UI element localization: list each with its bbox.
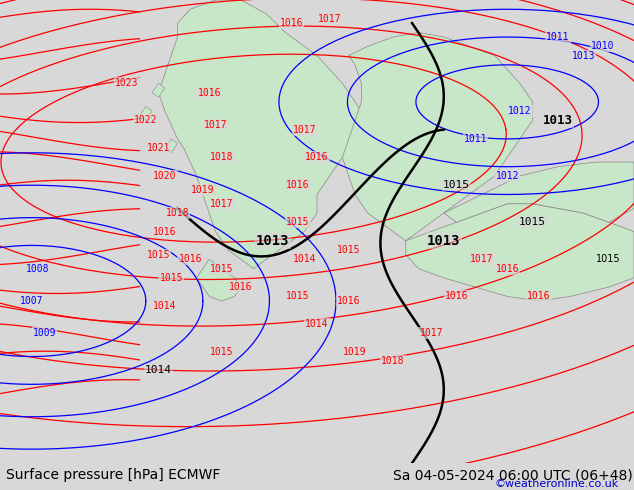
Text: 1012: 1012 [495,171,519,181]
Text: 1015: 1015 [286,217,310,227]
Text: 1015: 1015 [286,292,310,301]
Text: 1013: 1013 [543,114,573,127]
Text: 1016: 1016 [337,296,361,306]
Polygon shape [444,162,634,222]
Text: 1016: 1016 [178,254,202,264]
Text: 1020: 1020 [153,171,177,181]
Polygon shape [406,204,634,301]
Text: 1015: 1015 [159,273,183,283]
Text: 1017: 1017 [204,120,228,130]
Text: 1016: 1016 [444,292,469,301]
Text: 1014: 1014 [145,366,172,375]
Text: 1016: 1016 [153,226,177,237]
Text: Surface pressure [hPa] ECMWF: Surface pressure [hPa] ECMWF [6,468,221,482]
Text: 1017: 1017 [470,254,494,264]
Polygon shape [139,106,152,121]
Text: 1023: 1023 [115,78,139,88]
Text: 1013: 1013 [256,234,289,248]
Text: 1014: 1014 [305,319,329,329]
Text: 1022: 1022 [134,115,158,125]
Text: Sa 04-05-2024 06:00 UTC (06+48): Sa 04-05-2024 06:00 UTC (06+48) [393,468,633,482]
Polygon shape [342,32,533,241]
Text: 1019: 1019 [191,185,215,195]
Text: 1015: 1015 [210,347,234,357]
Text: 1015: 1015 [146,250,171,260]
Text: 1009: 1009 [32,328,56,339]
Polygon shape [158,0,368,269]
Text: 1007: 1007 [20,296,44,306]
Text: ©weatheronline.co.uk: ©weatheronline.co.uk [495,479,619,489]
Text: 1016: 1016 [286,180,310,190]
Text: 1018: 1018 [165,208,190,218]
Text: 1017: 1017 [318,14,342,24]
Text: 1016: 1016 [305,152,329,163]
Text: 1021: 1021 [146,143,171,153]
Text: 1008: 1008 [26,264,50,273]
Text: 1010: 1010 [590,41,614,51]
Polygon shape [165,139,178,153]
Text: 1013: 1013 [571,50,595,61]
Text: 1016: 1016 [229,282,253,292]
Text: 1018: 1018 [210,152,234,163]
Text: 1017: 1017 [292,124,316,135]
Text: 1015: 1015 [519,217,546,227]
Text: 1016: 1016 [527,292,551,301]
Text: 1015: 1015 [597,254,621,264]
Text: 1014: 1014 [153,300,177,311]
Text: 1017: 1017 [419,328,443,339]
Text: 1015: 1015 [210,264,234,273]
Text: 1019: 1019 [343,347,367,357]
Text: 1017: 1017 [210,199,234,209]
Polygon shape [197,259,241,301]
Text: 1011: 1011 [546,32,570,42]
Text: 1011: 1011 [463,134,488,144]
Polygon shape [152,83,165,97]
Text: 1013: 1013 [427,234,460,248]
Text: 1012: 1012 [508,106,532,116]
Text: 1016: 1016 [280,18,304,28]
Text: 1015: 1015 [337,245,361,255]
Text: 1018: 1018 [381,356,405,366]
Text: 1015: 1015 [443,180,470,190]
Text: 1014: 1014 [292,254,316,264]
Text: 1016: 1016 [495,264,519,273]
Text: 1016: 1016 [197,88,221,98]
